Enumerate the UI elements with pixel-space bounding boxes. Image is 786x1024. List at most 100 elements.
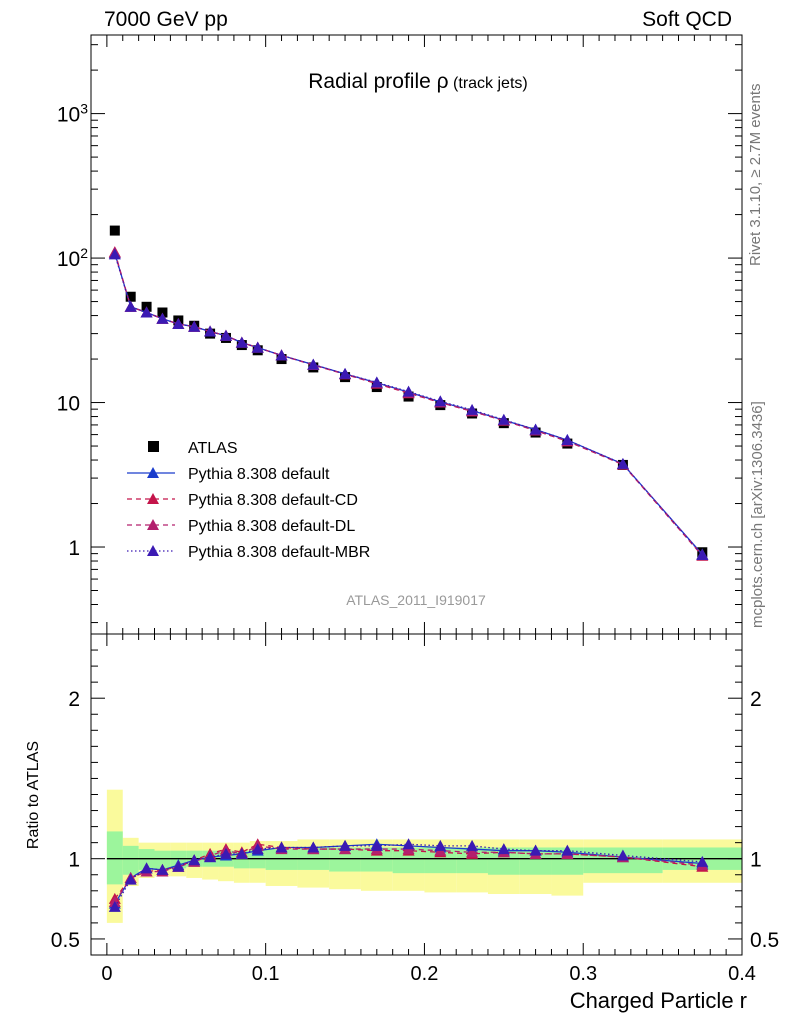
- y-tick-label: 1: [68, 849, 80, 872]
- data-point-triangle: [156, 863, 169, 875]
- data-point-triangle: [307, 358, 320, 370]
- y-tick-label: 102: [57, 245, 88, 271]
- data-point-triangle: [370, 376, 383, 388]
- data-point-triangle: [251, 341, 264, 353]
- y-ticks-main: [91, 44, 742, 624]
- data-point-triangle: [172, 317, 185, 329]
- y-tick-label: 103: [57, 101, 88, 127]
- y-tick-label: 1: [68, 537, 80, 560]
- x-tick-label: 0.1: [252, 963, 280, 985]
- header-left: 7000 GeV pp: [104, 8, 228, 31]
- data-point-triangle: [339, 367, 352, 379]
- legend-label: Pythia 8.308 default-MBR: [188, 544, 370, 561]
- y-tick-label-right: 0.5: [750, 929, 779, 952]
- data-point-triangle: [204, 325, 217, 337]
- data-point-square: [125, 291, 136, 302]
- x-tick-label: 0.3: [569, 963, 597, 985]
- series-line: [114, 845, 703, 903]
- data-point-triangle: [402, 838, 415, 850]
- data-point-triangle: [188, 320, 201, 332]
- data-point-triangle: [147, 545, 159, 556]
- data-point-triangle: [561, 844, 574, 856]
- x-tick-label: 0.2: [411, 963, 439, 985]
- data-point-triangle: [370, 839, 383, 851]
- series-pythia-8-308-default-dl: [108, 246, 709, 561]
- data-point-triangle: [529, 844, 542, 856]
- data-point-triangle: [497, 843, 510, 855]
- data-point-triangle: [188, 854, 201, 866]
- y-tick-label: 10: [57, 393, 80, 416]
- data-point-triangle: [275, 349, 288, 361]
- series-pythia-8-308-default-mbr: [108, 248, 709, 561]
- data-point-triangle: [219, 847, 232, 859]
- inner-band-bin: [122, 845, 139, 875]
- legend-marker: [148, 441, 159, 452]
- data-point-square: [157, 307, 168, 318]
- data-point-triangle: [235, 336, 248, 348]
- series-line: [114, 254, 703, 556]
- y-axis-label: Ratio to ATLAS: [25, 741, 42, 849]
- data-point-triangle: [696, 855, 709, 867]
- legend-label: Pythia 8.308 default: [188, 466, 330, 483]
- data-point-triangle: [402, 385, 415, 397]
- data-point-triangle: [235, 847, 248, 859]
- header-right: Soft QCD: [642, 8, 732, 31]
- data-point-triangle: [108, 900, 121, 912]
- data-point-triangle: [434, 839, 447, 851]
- series-pythia-8-308-default-cd: [108, 246, 709, 561]
- series-pythia-8-308-default-mbr: [108, 838, 709, 912]
- data-point-triangle: [616, 849, 629, 861]
- data-point-triangle: [561, 434, 574, 446]
- data-point-triangle: [204, 851, 217, 863]
- data-point-triangle: [434, 395, 447, 407]
- y-ticks-ratio: [91, 633, 742, 956]
- inner-band-bin: [154, 850, 171, 870]
- data-point-triangle: [140, 862, 153, 874]
- data-point-triangle: [466, 403, 479, 415]
- data-point-triangle: [140, 306, 153, 318]
- x-ticks: [90, 35, 727, 955]
- rivet-label: Rivet 3.1.10, ≥ 2.7M events: [747, 83, 764, 267]
- data-point-triangle: [497, 413, 510, 425]
- data-point-triangle: [466, 839, 479, 851]
- data-point-triangle: [251, 843, 264, 855]
- series-line: [114, 843, 703, 900]
- data-point-triangle: [156, 312, 169, 324]
- data-point-triangle: [529, 423, 542, 435]
- series-line: [114, 252, 703, 556]
- x-axis-label: Charged Particle r: [570, 988, 747, 1013]
- data-point-triangle: [147, 467, 159, 478]
- legend-label: Pythia 8.308 default-CD: [188, 492, 358, 509]
- data-point-triangle: [147, 493, 159, 504]
- data-point-triangle: [466, 846, 479, 858]
- chart-title: Radial profile ρ (track jets): [308, 70, 527, 93]
- legend: [127, 441, 175, 556]
- inner-band-bin: [138, 849, 155, 870]
- x-tick-label: 0.4: [728, 963, 756, 985]
- uncertainty-bands: [106, 789, 742, 923]
- data-point-triangle: [108, 248, 121, 260]
- data-point-triangle: [275, 841, 288, 853]
- data-point-triangle: [696, 549, 709, 561]
- x-tick-label: 0: [101, 963, 112, 985]
- series-pythia-8-308-default: [108, 247, 709, 560]
- data-point-triangle: [147, 519, 159, 530]
- legend-label: ATLAS: [188, 440, 238, 457]
- inner-band-bin: [106, 831, 123, 885]
- data-point-triangle: [172, 860, 185, 872]
- data-point-triangle: [124, 300, 137, 312]
- series-line: [114, 843, 703, 908]
- data-point-square: [109, 225, 120, 236]
- watermark: ATLAS_2011_I919017: [346, 592, 486, 608]
- series-line: [114, 253, 703, 555]
- y-tick-label: 0.5: [51, 929, 80, 952]
- data-point-triangle: [219, 329, 232, 341]
- data-point-triangle: [339, 839, 352, 851]
- data-point-triangle: [124, 873, 137, 885]
- y-tick-label: 2: [68, 688, 80, 711]
- series-line: [114, 251, 703, 557]
- y-tick-label-right: 1: [750, 849, 762, 872]
- data-point-triangle: [616, 457, 629, 469]
- legend-label: Pythia 8.308 default-DL: [188, 518, 355, 535]
